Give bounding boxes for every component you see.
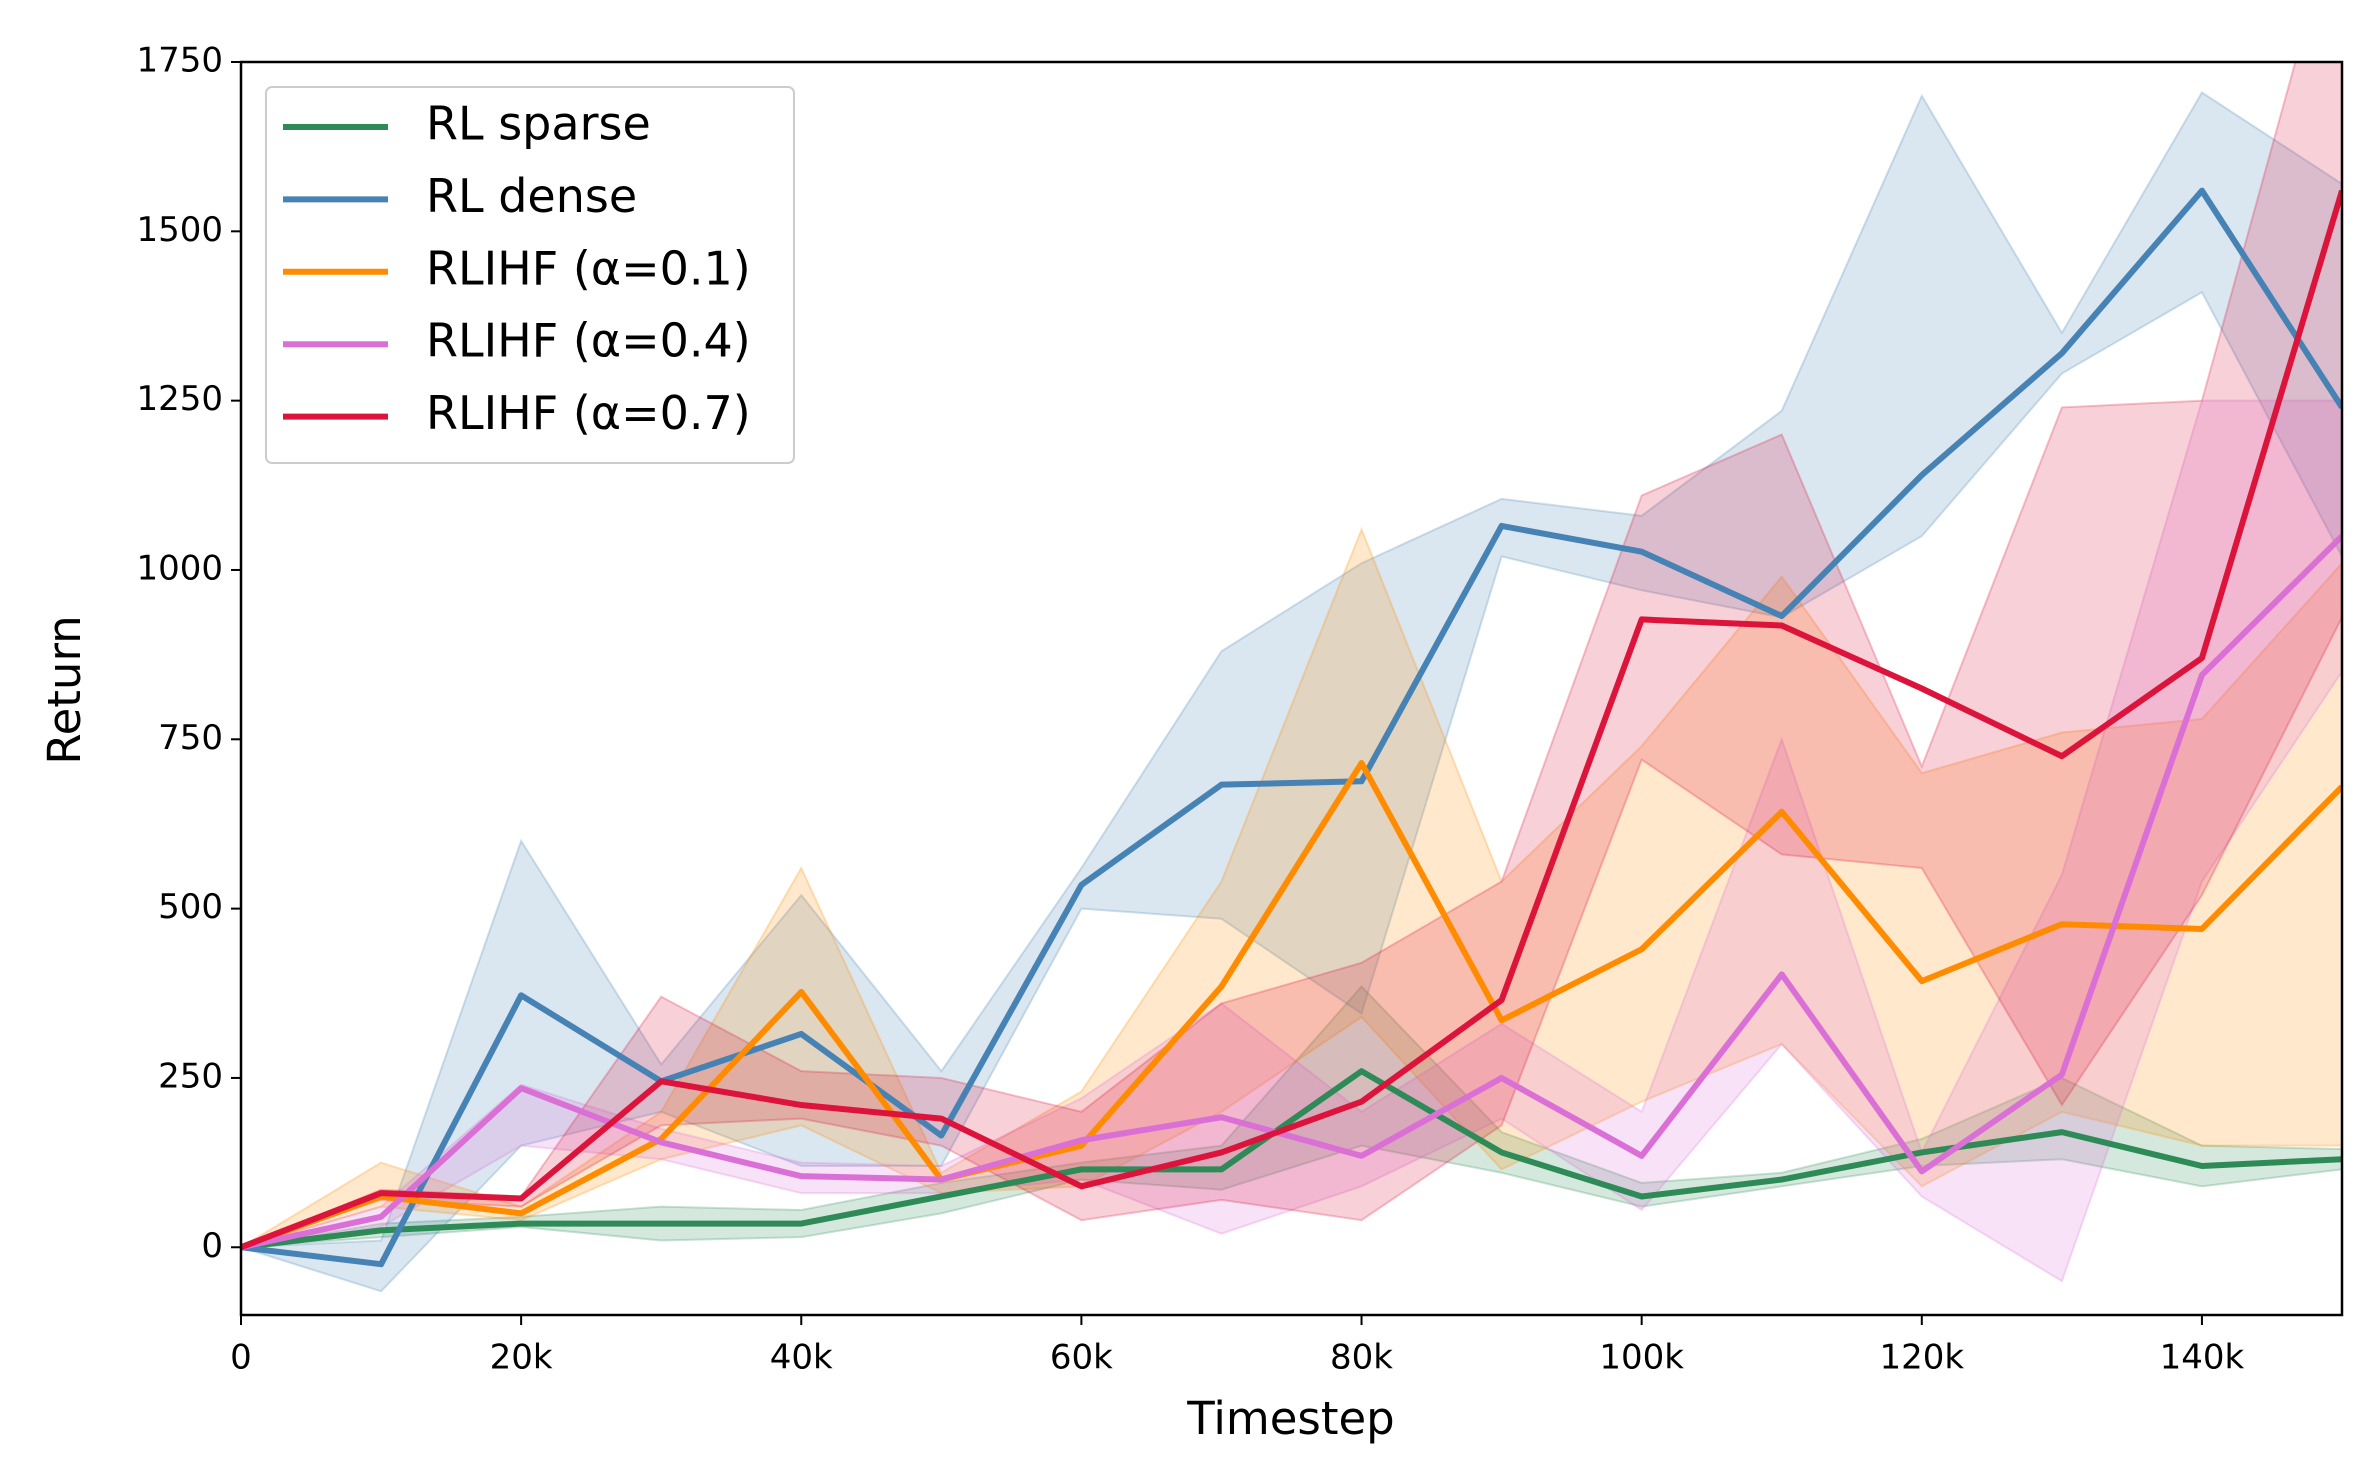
x-tick-label: 120k [1880, 1338, 1965, 1378]
x-tick-label: 80k [1330, 1338, 1393, 1378]
series-line [241, 187, 2342, 1268]
x-tick-label: 100k [1599, 1338, 1684, 1378]
legend-label: RLIHF (α=0.1) [426, 241, 751, 295]
legend-label: RL sparse [426, 97, 651, 151]
y-tick-label: 1750 [136, 41, 223, 81]
y-tick-label: 500 [158, 887, 223, 927]
series-line [241, 1068, 2342, 1251]
y-tick-label: 250 [158, 1056, 223, 1096]
legend-label: RLIHF (α=0.7) [426, 386, 751, 440]
y-axis-label: Return [38, 615, 91, 764]
x-tick-label: 140k [2160, 1338, 2245, 1378]
y-tick-label: 1250 [136, 379, 223, 419]
x-tick-label: 0 [230, 1338, 252, 1378]
y-tick-label: 1500 [136, 210, 223, 250]
x-tick-label: 40k [770, 1338, 833, 1378]
series-line [241, 533, 2342, 1251]
confidence-band [241, 62, 2342, 1249]
x-axis-label: Timestep [1186, 1392, 1394, 1445]
legend-label: RL dense [426, 169, 637, 223]
plot-frame [239, 60, 2344, 1317]
legend-box [265, 86, 795, 464]
plot-area [241, 62, 2342, 1293]
legend-label: RLIHF (α=0.4) [426, 314, 751, 368]
series-line [241, 189, 2342, 1251]
confidence-band [241, 91, 2342, 1293]
y-tick-label: 1000 [136, 548, 223, 588]
y-tick-label: 0 [201, 1226, 223, 1266]
x-tick-label: 20k [490, 1338, 553, 1378]
series-line [241, 760, 2342, 1251]
y-tick-label: 750 [158, 718, 223, 758]
x-tick-label: 60k [1050, 1338, 1113, 1378]
